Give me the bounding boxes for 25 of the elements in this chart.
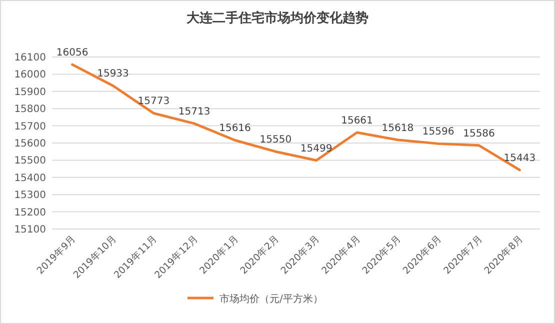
data-label: 15596 [422, 126, 454, 138]
data-label: 15586 [463, 128, 495, 140]
y-tick-label: 15900 [14, 86, 46, 98]
data-label: 15773 [138, 96, 170, 108]
y-tick-label: 16100 [14, 52, 46, 64]
y-tick-label: 15300 [14, 190, 46, 202]
y-tick-label: 15800 [14, 104, 46, 116]
y-tick-label: 15500 [14, 156, 46, 167]
data-label: 15933 [97, 68, 129, 80]
data-label: 15616 [219, 123, 251, 134]
data-label: 15661 [341, 116, 373, 127]
data-label: 15443 [504, 153, 536, 164]
y-tick-label: 15400 [14, 172, 46, 184]
data-label: 16056 [56, 48, 88, 59]
data-label: 15550 [260, 134, 292, 146]
y-tick-label: 15700 [14, 121, 46, 132]
y-tick-label: 15200 [14, 207, 46, 218]
legend-label: 市场均价（元/平方米） [220, 293, 323, 305]
y-tick-label: 16000 [14, 70, 46, 81]
y-tick-label: 15600 [14, 138, 46, 150]
y-tick-label: 15100 [14, 224, 46, 236]
data-label: 15713 [178, 106, 210, 118]
chart-title: 大连二手住宅市场均价变化趋势 [186, 10, 368, 26]
data-label: 15618 [382, 122, 414, 134]
data-label: 15499 [300, 143, 332, 154]
